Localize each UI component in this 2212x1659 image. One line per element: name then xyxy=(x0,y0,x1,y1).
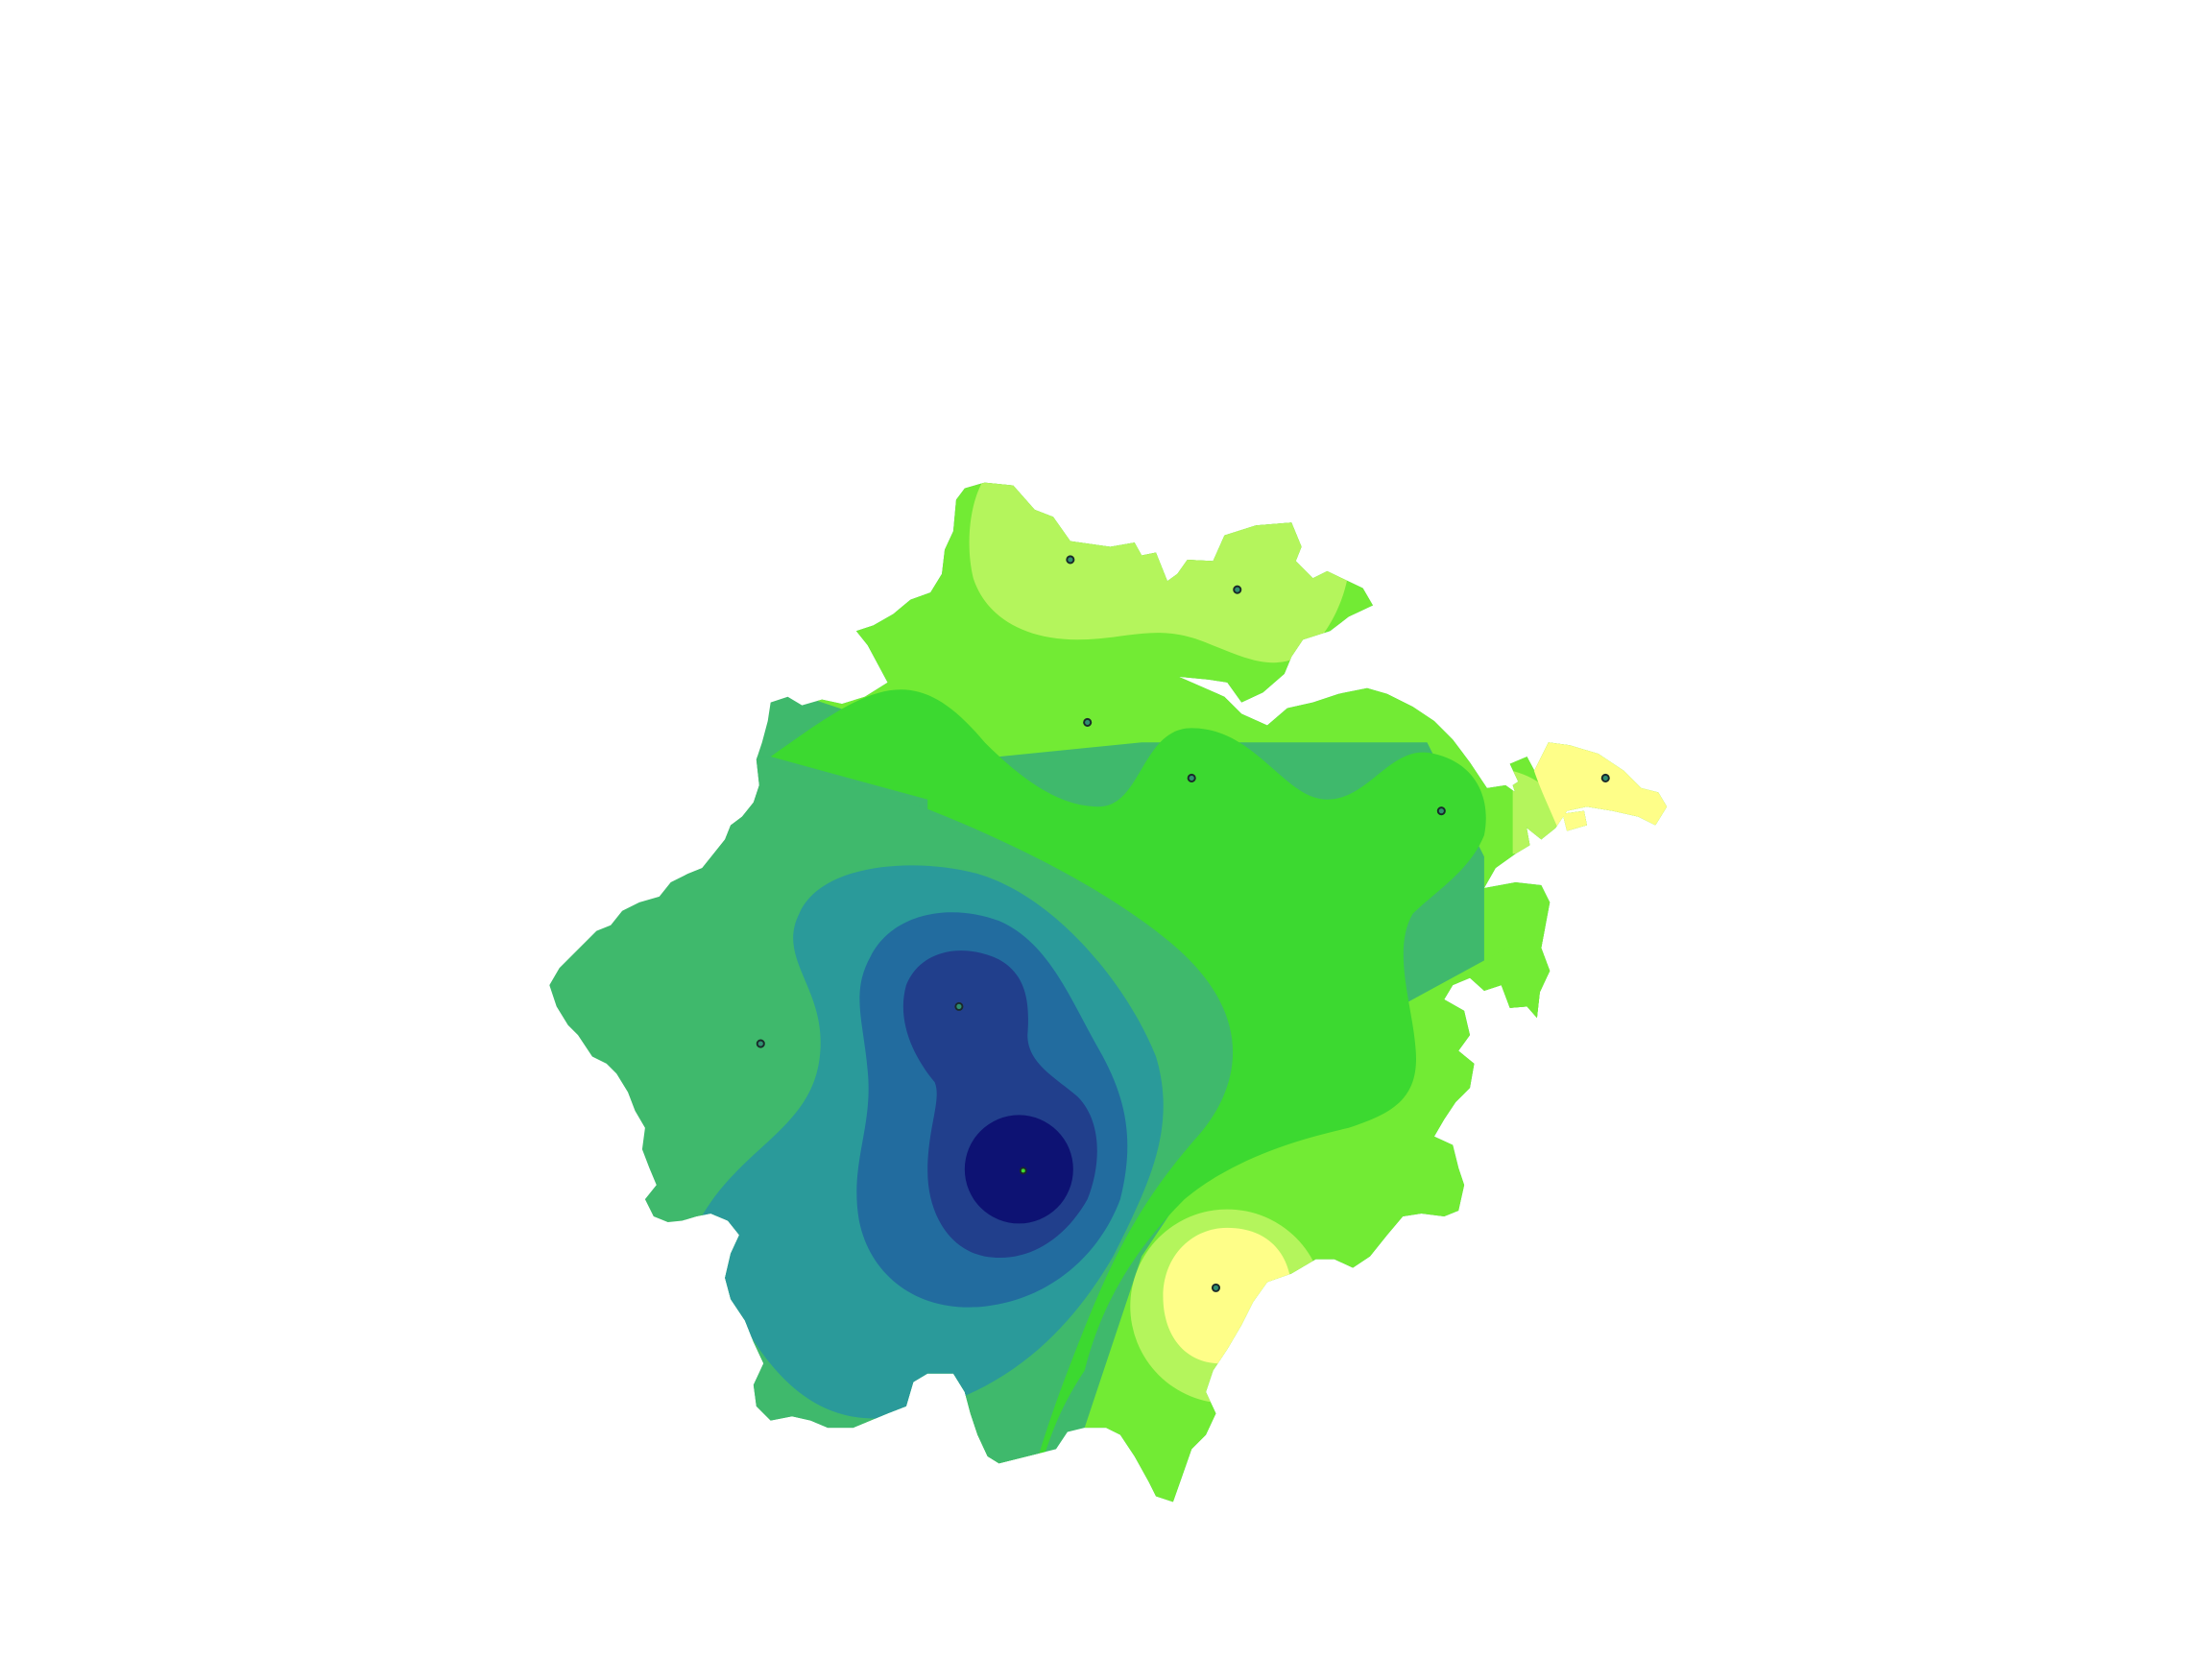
band-level-1-core xyxy=(964,1115,1073,1224)
station-marker xyxy=(756,1039,765,1048)
station-marker xyxy=(1600,773,1610,783)
contour-bands xyxy=(549,482,1668,1503)
band-level-9-southeast xyxy=(1163,1227,1292,1364)
station-marker xyxy=(1019,1166,1027,1175)
station-marker xyxy=(1436,806,1446,816)
station-marker xyxy=(954,1001,964,1011)
station-marker xyxy=(1066,555,1075,565)
station-marker xyxy=(1233,585,1242,594)
station-marker xyxy=(1211,1283,1220,1292)
station-marker xyxy=(1083,717,1093,728)
station-marker xyxy=(1187,773,1196,783)
station-markers xyxy=(756,555,1610,1292)
band-level-9-northeast xyxy=(1533,728,1668,857)
